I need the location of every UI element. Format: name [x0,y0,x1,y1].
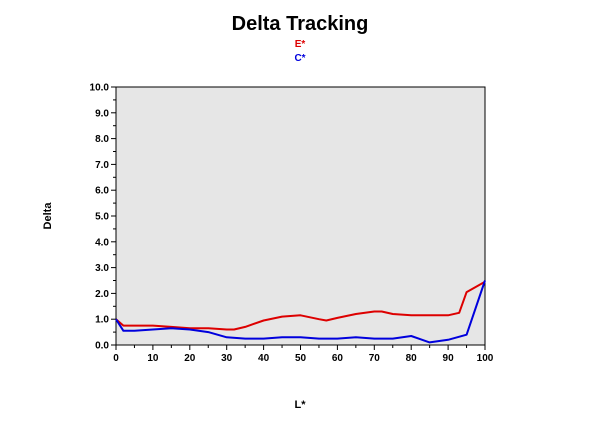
y-tick-label: 6.0 [95,186,109,197]
legend-entry-c: C* [294,53,305,64]
x-tick-label: 40 [258,353,270,364]
y-tick-label: 7.0 [95,160,109,171]
x-tick-label: 30 [221,353,233,364]
x-tick-label: 60 [332,353,344,364]
x-tick-label: 20 [184,353,196,364]
y-axis: 0.0 1.0 2.0 3.0 4.0 5.0 6.0 7.0 8.0 9.0 10.0 [90,83,116,352]
x-tick-label: 80 [406,353,418,364]
series-line-c [115,280,486,344]
y-tick-label: 5.0 [95,212,109,223]
plot-area [115,86,486,346]
y-tick-label: 9.0 [95,108,109,119]
series-layer [115,280,486,344]
y-tick-label: 0.0 [95,341,109,352]
x-axis: 0 10 20 30 40 50 60 70 80 90 100 [113,345,494,364]
y-tick-label: 4.0 [95,237,109,248]
y-tick-label: 3.0 [95,263,109,274]
y-tick-label: 8.0 [95,134,109,145]
x-tick-label: 70 [369,353,381,364]
x-tick-label: 100 [477,353,494,364]
y-tick-label: 10.0 [90,83,110,94]
x-tick-label: 10 [147,353,159,364]
x-tick-label: 0 [113,353,119,364]
y-tick-label: 1.0 [95,315,109,326]
series-line-e [115,280,486,331]
y-tick-label: 2.0 [95,289,109,300]
y-axis-label: Delta [42,202,54,230]
legend-entry-e: E* [295,39,306,50]
x-tick-label: 90 [443,353,455,364]
legend: E* C* [294,39,305,64]
x-tick-label: 50 [295,353,307,364]
chart-title: Delta Tracking [232,13,369,35]
x-axis-label: L* [295,399,307,411]
